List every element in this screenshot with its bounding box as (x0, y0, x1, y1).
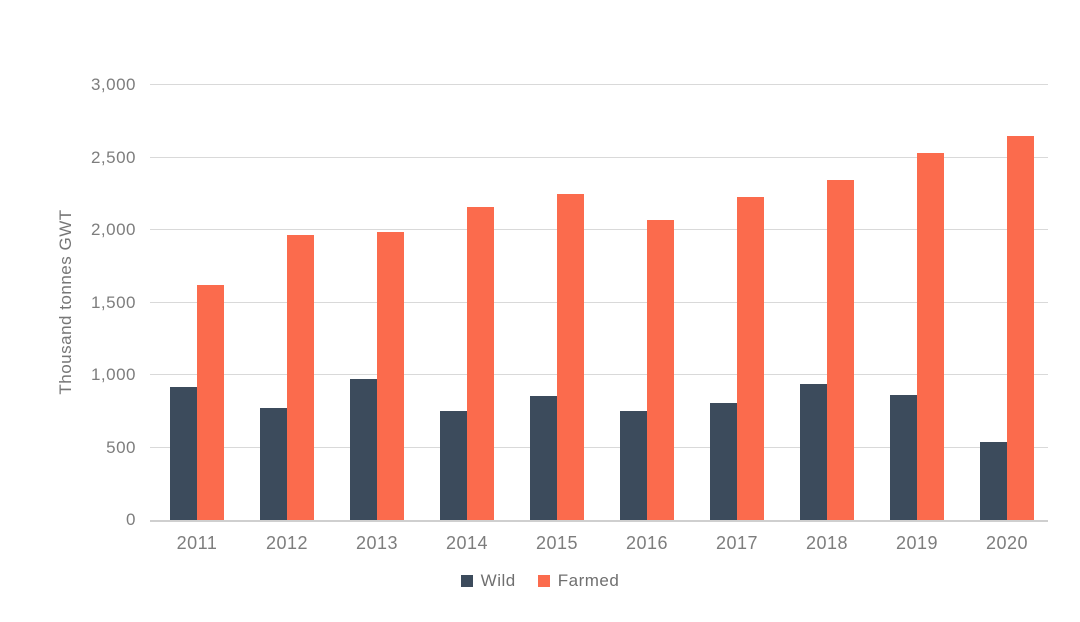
bar-farmed-2020 (1007, 135, 1034, 520)
x-tick-label-2017: 2017 (715, 533, 759, 553)
bar-farmed-2019 (917, 153, 944, 520)
x-tick-label-2012: 2012 (265, 533, 309, 553)
bar-wild-2015 (530, 396, 557, 520)
x-tick-label-2016: 2016 (625, 533, 669, 553)
x-tick-label-2015: 2015 (535, 533, 579, 553)
bar-farmed-2012 (287, 235, 314, 520)
bar-farmed-2011 (197, 285, 224, 520)
bar-wild-2019 (890, 394, 917, 520)
gridline-2500 (150, 156, 1048, 158)
legend-swatch-wild (460, 575, 473, 587)
bar-wild-2018 (800, 383, 827, 520)
bar-farmed-2018 (827, 179, 854, 520)
y-tick-label-0: 0 (126, 510, 136, 529)
x-tick-label-2011: 2011 (176, 533, 218, 553)
x-tick-label-2020: 2020 (985, 533, 1029, 553)
y-tick-label-1500: 1,500 (90, 292, 136, 312)
legend-label-farmed: Farmed (557, 571, 620, 590)
y-tick-label-500: 500 (106, 437, 136, 457)
bar-wild-2012 (260, 408, 287, 520)
gridline-500 (150, 446, 1048, 448)
gridline-1500 (150, 301, 1048, 303)
bar-wild-2020 (980, 441, 1007, 520)
x-tick-label-2013: 2013 (355, 533, 399, 553)
x-tick-label-2018: 2018 (805, 533, 849, 553)
gridline-3000 (150, 84, 1048, 85)
x-tick-label-2014: 2014 (445, 533, 489, 553)
gridline-1000 (150, 374, 1048, 375)
legend: Wild Farmed (0, 571, 1080, 591)
y-tick-label-1000: 1,000 (90, 365, 136, 384)
legend-item-wild: Wild (460, 571, 516, 591)
legend-swatch-farmed (537, 575, 550, 587)
bar-farmed-2013 (377, 232, 404, 520)
bar-farmed-2014 (467, 206, 494, 520)
legend-label-wild: Wild (480, 571, 516, 590)
legend-item-farmed: Farmed (537, 571, 620, 591)
plot-area (150, 84, 1048, 522)
bar-farmed-2016 (647, 219, 674, 520)
x-tick-label-2019: 2019 (895, 533, 939, 553)
gridline-2000 (150, 229, 1048, 230)
y-tick-label-3000: 3,000 (90, 75, 136, 94)
bar-wild-2014 (440, 411, 467, 520)
bar-wild-2016 (620, 411, 647, 520)
y-tick-label-2500: 2,500 (90, 147, 136, 167)
y-tick-label-2000: 2,000 (90, 220, 136, 239)
bar-wild-2013 (350, 379, 377, 520)
bar-wild-2017 (710, 402, 737, 520)
bar-farmed-2017 (737, 196, 764, 520)
bar-farmed-2015 (557, 193, 584, 520)
bar-wild-2011 (170, 386, 197, 520)
